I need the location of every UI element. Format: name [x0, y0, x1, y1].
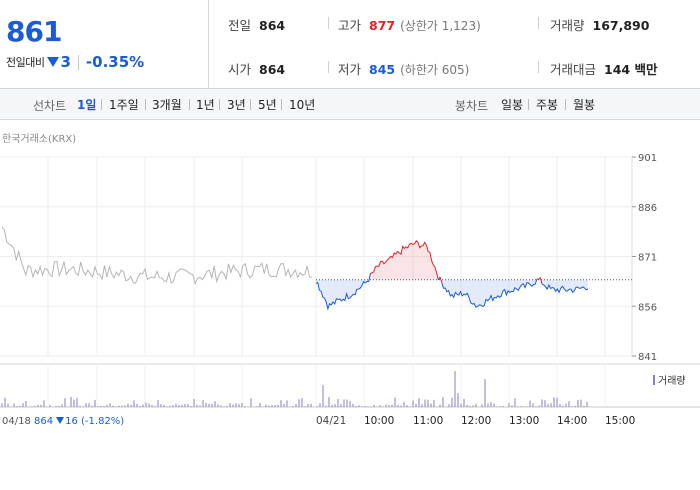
stat-value: 845	[369, 62, 396, 77]
stat-value: 864	[259, 18, 286, 33]
period-1y[interactable]: 1년	[196, 98, 215, 112]
up-segment	[370, 239, 439, 281]
upper-limit: (상한가 1,123)	[400, 19, 481, 33]
change-row: 전일대비 3 -0.35%	[6, 53, 144, 71]
candle-daily[interactable]: 일봉	[501, 98, 524, 112]
candle-weekly[interactable]: 주봉	[536, 98, 559, 112]
quote-summary: 861 전일대비 3 -0.35% 전일 864 시가 864 고가 877 (상한가 …	[0, 0, 700, 89]
period-3y[interactable]: 3년	[227, 98, 246, 112]
period-10y[interactable]: 10년	[289, 98, 316, 112]
volume-legend-swatch	[653, 374, 655, 385]
price-area	[542, 279, 588, 293]
stat-value: 877	[369, 18, 396, 33]
lower-limit: (하한가 605)	[400, 63, 470, 77]
down-triangle-icon	[56, 417, 65, 424]
price-fill	[316, 240, 588, 309]
y-tick-label: 901	[638, 153, 657, 164]
prev-day-series	[1, 226, 313, 285]
divider	[328, 17, 329, 29]
current-price: 861	[6, 15, 62, 48]
price-area	[441, 278, 537, 308]
today-line	[315, 239, 589, 311]
divider	[101, 99, 102, 110]
stat-volume: 거래량 167,890	[550, 15, 649, 34]
stat-low: 저가 845 (하한가 605)	[338, 59, 469, 78]
prev-price: 864	[34, 416, 54, 427]
up-segment	[439, 276, 443, 283]
candle-chart-label: 봉차트	[455, 99, 489, 113]
divider	[281, 99, 282, 110]
y-tick-label: 841	[638, 352, 657, 363]
change-value: 3	[60, 53, 71, 71]
divider	[538, 17, 539, 29]
stat-value: 864	[259, 62, 286, 77]
stat-label: 거래대금	[550, 62, 597, 77]
stat-label: 시가	[228, 62, 252, 77]
stat-label: 전일	[228, 18, 252, 33]
price-area	[316, 273, 371, 309]
period-5y[interactable]: 5년	[258, 98, 277, 112]
line-chart-label: 선차트	[33, 99, 67, 113]
down-triangle-icon	[47, 57, 60, 67]
stat-high: 고가 877 (상한가 1,123)	[338, 15, 481, 34]
x-tick: 15:00	[605, 415, 636, 427]
prev-day-line	[1, 226, 313, 285]
y-tick-label: 886	[638, 203, 657, 214]
x-tick: 04/21	[316, 415, 347, 427]
x-tick: 10:00	[364, 415, 395, 427]
chart-grid	[0, 156, 700, 408]
stat-label: 고가	[338, 18, 362, 33]
y-axis-ticks: 901 886 871 856 841	[632, 153, 657, 363]
divider	[250, 99, 251, 110]
down-segment	[441, 278, 538, 308]
volume-legend: 거래량	[653, 372, 686, 387]
divider	[77, 54, 79, 70]
price-chart: 901 886 871 856 841	[0, 153, 700, 408]
prev-date: 04/18	[2, 416, 31, 427]
prev-day-info: 04/18 864 16 (-1.82%)	[2, 416, 124, 427]
stat-prev-close: 전일 864	[228, 15, 285, 34]
divider	[528, 99, 529, 110]
y-tick-label: 871	[638, 253, 657, 264]
stat-label: 저가	[338, 62, 362, 77]
down-segment	[315, 273, 371, 311]
data-source: 한국거래소(KRX)	[2, 134, 77, 145]
down-segment	[541, 283, 589, 294]
stat-value: 167,890	[592, 18, 650, 33]
divider	[538, 61, 539, 73]
change-rate: -0.35%	[85, 53, 145, 71]
volume-legend-label: 거래량	[658, 376, 686, 387]
divider	[145, 99, 146, 110]
price-area	[370, 240, 439, 280]
chart-toolbar: 선차트 1일 1주일 3개월 1년 3년 5년 10년 봉차트 일봉 주봉 월봉	[0, 89, 700, 120]
x-tick: 13:00	[509, 415, 540, 427]
divider	[189, 99, 190, 110]
x-tick: 12:00	[461, 415, 492, 427]
price-box: 861 전일대비 3 -0.35%	[0, 0, 209, 88]
stat-amount: 거래대금 144 백만	[550, 59, 657, 78]
divider	[328, 61, 329, 73]
divider	[219, 99, 220, 110]
x-tick: 14:00	[557, 415, 588, 427]
period-3m[interactable]: 3개월	[152, 98, 182, 112]
x-tick: 11:00	[413, 415, 444, 427]
divider	[565, 99, 566, 110]
prev-change: 16	[65, 416, 78, 427]
period-1w[interactable]: 1주일	[109, 98, 139, 112]
period-1d[interactable]: 1일	[77, 98, 97, 112]
stat-value: 144 백만	[604, 62, 658, 77]
stat-label: 거래량	[550, 18, 585, 33]
up-segment	[536, 276, 543, 285]
stat-open: 시가 864	[228, 59, 285, 78]
y-tick-label: 856	[638, 302, 657, 313]
change-label: 전일대비	[6, 56, 45, 69]
candle-monthly[interactable]: 월봉	[573, 98, 596, 112]
volume-bars	[1, 371, 588, 407]
prev-rate: (-1.82%)	[81, 416, 125, 427]
